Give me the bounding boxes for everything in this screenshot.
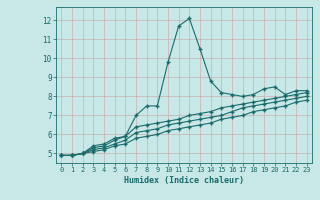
- X-axis label: Humidex (Indice chaleur): Humidex (Indice chaleur): [124, 176, 244, 185]
